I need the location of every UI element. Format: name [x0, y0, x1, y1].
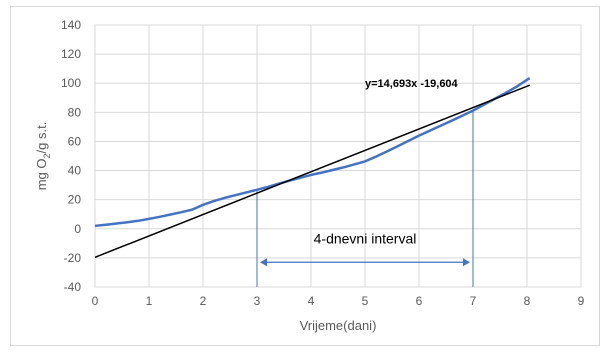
x-tick-label: 4	[308, 294, 315, 308]
interval-label: 4-dnevni interval	[314, 230, 417, 246]
x-tick-label: 5	[362, 294, 369, 308]
y-tick-label: 20	[68, 193, 82, 207]
x-tick-label: 9	[578, 294, 585, 308]
y-tick-label: 80	[68, 105, 82, 119]
x-tick-label: 1	[146, 294, 153, 308]
y-tick-labels: -40 -20 0 20 40 60 80 100 120 140	[61, 18, 81, 294]
y-tick-label: 140	[61, 18, 81, 32]
x-axis-title: Vrijeme(dani)	[300, 318, 377, 333]
y-tick-label: 40	[68, 164, 82, 178]
x-tick-labels: 0 1 2 3 4 5 6 7 8 9	[92, 294, 585, 308]
y-tick-label: -40	[64, 280, 82, 294]
y-tick-label: 100	[61, 76, 81, 90]
x-tick-label: 7	[470, 294, 477, 308]
x-tick-label: 8	[524, 294, 531, 308]
x-tick-label: 0	[92, 294, 99, 308]
y-axis-title: mg O2/g s.t.	[34, 122, 52, 191]
y-tick-label: 0	[74, 222, 81, 236]
y-tick-label: -20	[64, 251, 82, 265]
y-axis-title-post: /g s.t.	[34, 122, 49, 154]
x-tick-label: 6	[416, 294, 423, 308]
y-tick-label: 120	[61, 47, 81, 61]
series-layer	[94, 77, 531, 259]
vertical-gridlines	[94, 25, 582, 287]
y-tick-label: 60	[68, 134, 82, 148]
interval-arrowhead-left	[260, 258, 267, 267]
y-axis-title-pre: mg O	[34, 159, 49, 191]
data-series-line	[94, 77, 531, 228]
trendline-equation: y=14,693x -19,604	[365, 78, 459, 90]
trendline	[94, 84, 530, 259]
y-axis-title-subscript: 2	[42, 153, 52, 158]
x-tick-label: 2	[200, 294, 207, 308]
horizontal-gridlines	[95, 24, 581, 288]
x-tick-label: 3	[254, 294, 261, 308]
interval-arrowhead-right	[463, 258, 470, 267]
interval-annotation	[256, 110, 474, 287]
